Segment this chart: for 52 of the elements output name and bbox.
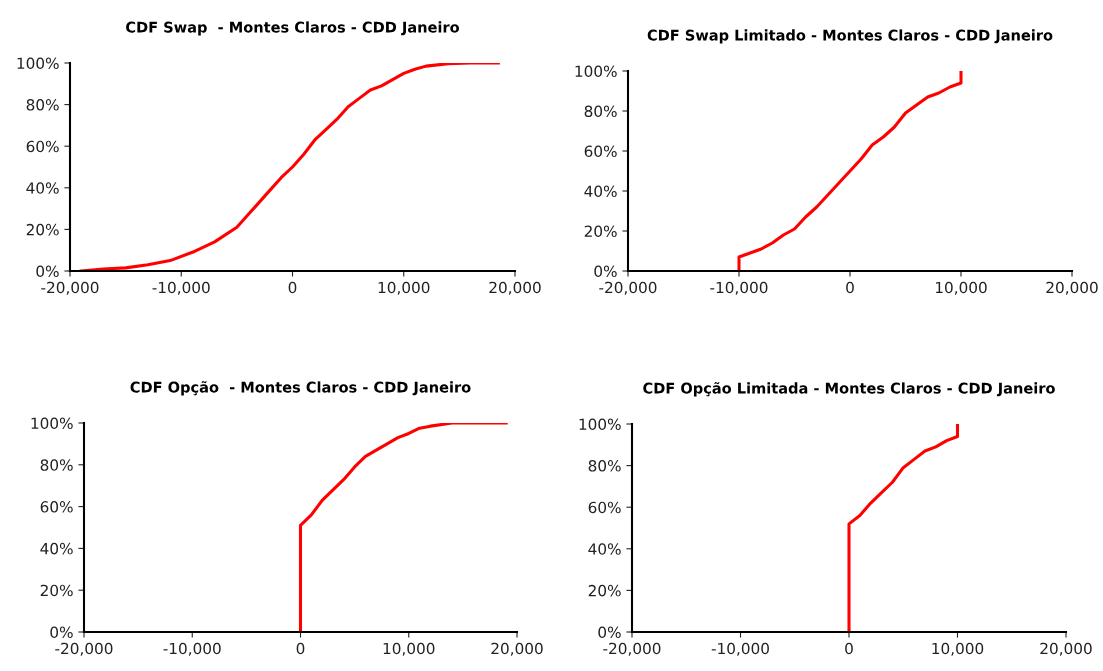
x-tick-label: 20,000 [1040, 642, 1092, 656]
y-tick-label: 40% [584, 185, 617, 198]
y-tick-label: 20% [584, 225, 617, 238]
x-tick-label: -10,000 [152, 281, 210, 295]
x-tick-label: 0 [846, 281, 854, 294]
x-tick-label: 10,000 [383, 642, 435, 656]
y-tick-label: 0% [50, 626, 73, 639]
y-tick-label: 80% [588, 460, 621, 472]
chart-title: CDF Swap Limitado - Montes Claros - CDD Janeiro [647, 29, 1053, 44]
x-tick-label: 0 [845, 642, 853, 655]
x-tick-label: -20,000 [41, 281, 99, 295]
y-tick-label: 60% [26, 140, 59, 153]
x-tick-label: 20,000 [1046, 281, 1098, 295]
x-tick-label: -20,000 [55, 642, 113, 656]
x-tick-label: 10,000 [378, 281, 430, 295]
chart-title: CDF Opção - Montes Claros - CDD Janeiro [130, 381, 471, 396]
line-series [79, 63, 500, 271]
x-tick-label: 10,000 [935, 281, 987, 295]
y-tick-label: 100% [17, 57, 59, 70]
line-series [298, 423, 508, 632]
x-tick-label: 0 [288, 281, 297, 294]
y-tick-label: 80% [26, 99, 59, 111]
y-tick-label: 20% [40, 584, 73, 597]
y-tick-label: 20% [26, 223, 59, 236]
y-tick-label: 60% [40, 501, 73, 513]
y-tick-label: 60% [584, 145, 617, 158]
x-tick-label: 10,000 [932, 642, 984, 656]
x-tick-label: 20,000 [491, 642, 543, 656]
y-tick-label: 40% [588, 543, 621, 555]
y-tick-label: 20% [588, 584, 621, 597]
y-tick-label: 60% [588, 501, 621, 514]
chart-title: CDF Swap - Montes Claros - CDD Janeiro [126, 21, 460, 36]
y-tick-label: 0% [36, 265, 59, 278]
x-tick-label: -20,000 [603, 642, 661, 656]
y-tick-label: 0% [598, 626, 621, 639]
x-tick-label: 20,000 [489, 281, 541, 295]
y-tick-label: 100% [31, 417, 73, 430]
x-tick-label: -20,000 [599, 281, 657, 295]
x-tick-label: -10,000 [711, 642, 769, 656]
y-tick-label: 100% [579, 418, 621, 431]
x-tick-label: 0 [296, 642, 305, 655]
y-tick-label: 100% [575, 65, 617, 78]
y-tick-label: 80% [40, 459, 73, 471]
y-tick-label: 0% [594, 265, 617, 278]
line-series [847, 424, 960, 632]
y-tick-label: 40% [40, 542, 73, 555]
x-tick-label: -10,000 [710, 281, 768, 295]
chart-title: CDF Opção Limitada - Montes Claros - CDD Janeiro [643, 382, 1055, 397]
y-tick-label: 40% [26, 182, 59, 194]
y-tick-label: 80% [584, 105, 617, 118]
x-tick-label: -10,000 [163, 642, 221, 656]
line-series [737, 71, 963, 271]
